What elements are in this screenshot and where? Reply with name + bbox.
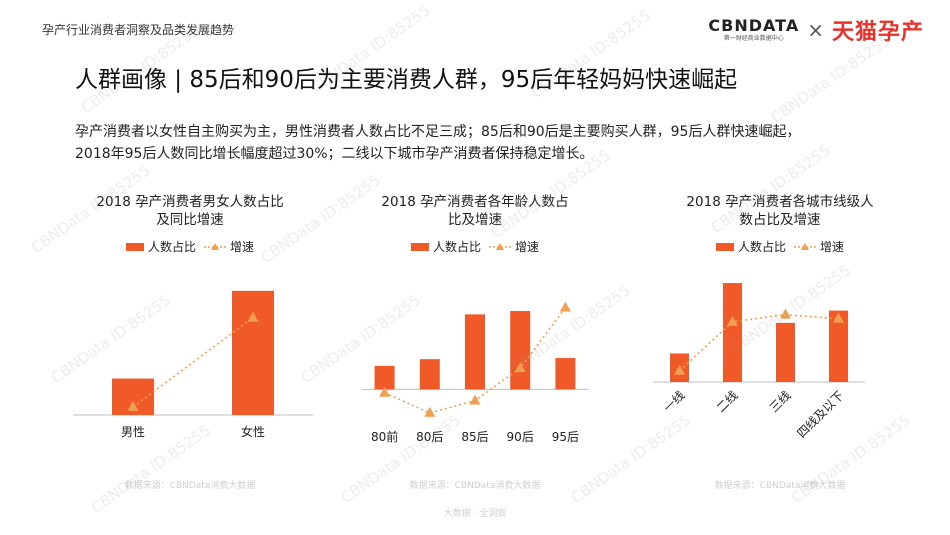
chart-title-line-2: 比及增速 (448, 212, 502, 228)
bar (374, 365, 395, 390)
x-tick-label: 95后 (552, 430, 579, 444)
growth-point (424, 406, 436, 417)
bar (465, 314, 485, 390)
x-tick-label: 85后 (461, 430, 488, 444)
brand-times-symbol: × (807, 18, 824, 42)
summary-line-2: 2018年95后人数同比增长幅度超过30%；二线以下城市孕产消费者保持稳定增长。 (75, 146, 594, 162)
legend-bar-label: 人数占比 (432, 240, 481, 254)
growth-point (469, 394, 481, 405)
x-tick-label: 女性 (241, 424, 265, 439)
bar (723, 283, 742, 382)
growth-point (379, 386, 391, 397)
bar (510, 311, 531, 390)
footer-tagline: 大数据 · 全洞察 (443, 509, 507, 519)
page-title: 人群画像 | 85后和90后为主要消费人群，95后年轻妈妈快速崛起 (75, 67, 738, 93)
legend-bar-swatch (125, 242, 144, 251)
legend-line-swatch (204, 242, 226, 252)
chart-city-tier: 2018 孕产消费者各城市线级人 数占比及增速 人数占比 增速 一线 二线 三线 四线… (645, 185, 915, 495)
growth-point (780, 308, 791, 319)
bar (419, 359, 440, 390)
x-tick-label: 二线 (714, 388, 741, 415)
bar (232, 290, 274, 415)
chart-plot: 80前 80后 85后 90后 95后 (362, 301, 588, 444)
chart-title-line-1: 2018 孕产消费者男女人数占比 (96, 194, 284, 210)
x-tick-label: 90后 (507, 430, 534, 444)
x-tick-label: 四线及以下 (794, 388, 846, 440)
growth-point (247, 311, 259, 322)
x-tick-label: 一线 (661, 388, 688, 415)
chart-gender: 2018 孕产消费者男女人数占比 及同比增速 人数占比 增速 男性 女性 数据来源… (55, 185, 325, 495)
cbndata-logo-subtext: 第一财经商业数据中心 (723, 35, 784, 42)
x-tick-label: 80后 (416, 430, 443, 444)
growth-point (833, 312, 844, 323)
chart-legend: 人数占比 增速 (645, 238, 915, 255)
legend-line-label: 增速 (820, 240, 845, 254)
summary-text: 孕产消费者以女性自主购买为主，男性消费者人数占比不足三成；85后和90后是主要购… (75, 121, 895, 165)
bar (555, 358, 576, 390)
legend-line-label: 增速 (230, 240, 255, 254)
header-title: 孕产行业消费者洞察及品类发展趋势 (42, 23, 235, 37)
legend-bar-swatch (410, 242, 429, 251)
brand-logos: CBNDATA 第一财经商业数据中心 × 天猫孕产 (708, 14, 924, 46)
growth-point (559, 301, 571, 312)
tmall-logo: 天猫孕产 (831, 20, 924, 45)
chart-title-line-1: 2018 孕产消费者各城市线级人 (686, 194, 874, 210)
x-tick-label: 男性 (121, 425, 145, 439)
bar (776, 322, 795, 382)
chart-legend: 人数占比 增速 (340, 238, 610, 255)
chart-source: 数据来源：CBNData消费大数据 (409, 481, 541, 491)
growth-point (727, 315, 738, 326)
cbndata-logo-text: CBNDATA (708, 16, 800, 35)
chart-plot: 男性 女性 (73, 290, 313, 439)
chart-plot: 一线 二线 三线 四线及以下 (653, 283, 865, 441)
x-tick-label: 三线 (767, 388, 794, 415)
growth-point (514, 362, 526, 373)
chart-title: 2018 孕产消费者各年龄人数占 比及增速 (340, 193, 610, 229)
legend-bar-swatch (715, 242, 734, 251)
chart-title: 2018 孕产消费者各城市线级人 数占比及增速 (645, 193, 915, 229)
x-tick-label: 80前 (371, 429, 398, 444)
chart-title-line-1: 2018 孕产消费者各年龄人数占 (381, 194, 569, 210)
legend-line-swatch (489, 242, 511, 252)
chart-age: 2018 孕产消费者各年龄人数占 比及增速 人数占比 增速 80前 80后 85后 9… (340, 185, 610, 495)
legend-bar-label: 人数占比 (147, 240, 196, 254)
cbndata-logo: CBNDATA 第一财经商业数据中心 (708, 18, 799, 42)
chart-legend: 人数占比 增速 (55, 238, 325, 255)
growth-line (678, 313, 839, 372)
summary-line-1: 孕产消费者以女性自主购买为主，男性消费者人数占比不足三成；85后和90后是主要购… (75, 124, 801, 140)
legend-line-swatch (794, 242, 816, 252)
chart-source: 数据来源：CBNData消费大数据 (714, 481, 846, 491)
legend-line-label: 增速 (515, 240, 540, 254)
legend-bar-label: 人数占比 (737, 240, 786, 254)
chart-title-line-2: 数占比及增速 (739, 212, 821, 228)
chart-source: 数据来源：CBNData消费大数据 (124, 481, 256, 491)
bar (829, 310, 848, 382)
chart-title-line-2: 及同比增速 (156, 212, 224, 228)
growth-point (674, 364, 685, 375)
growth-point (127, 400, 139, 411)
chart-title: 2018 孕产消费者男女人数占比 及同比增速 (55, 193, 325, 229)
